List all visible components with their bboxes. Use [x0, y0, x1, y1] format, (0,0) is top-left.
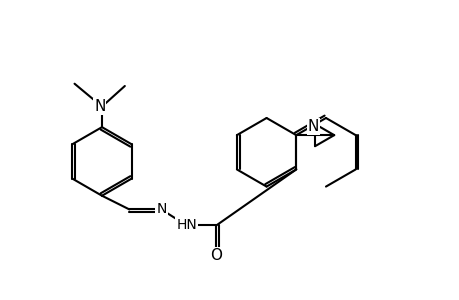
Text: N: N: [94, 99, 105, 114]
Text: O: O: [210, 248, 222, 263]
Text: HN: HN: [176, 218, 196, 233]
Text: N: N: [156, 202, 166, 216]
Text: N: N: [307, 119, 319, 134]
